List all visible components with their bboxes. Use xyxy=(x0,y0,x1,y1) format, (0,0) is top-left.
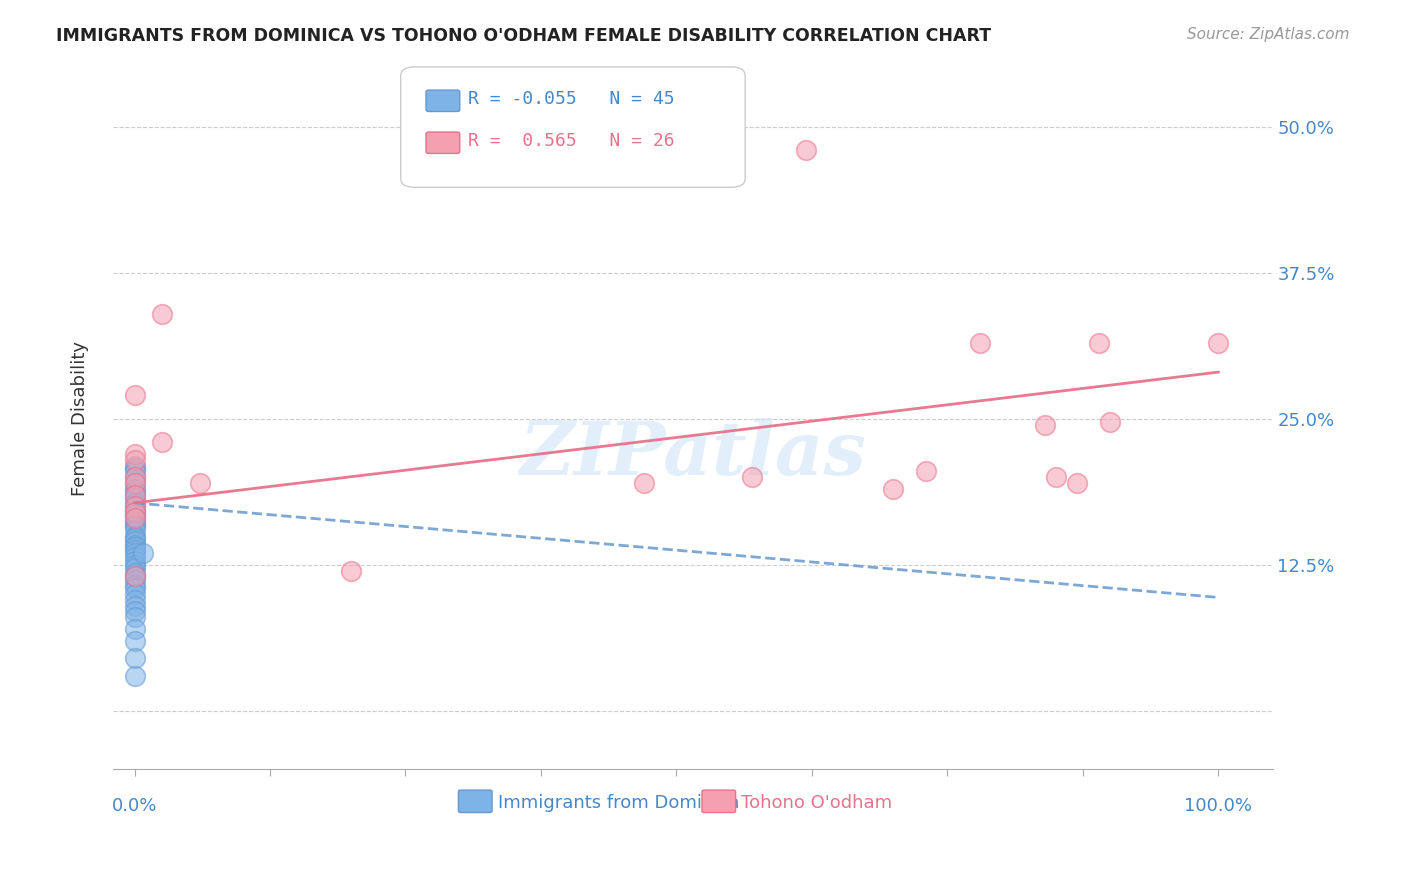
Y-axis label: Female Disability: Female Disability xyxy=(72,342,89,496)
Point xyxy=(124,534,146,549)
Point xyxy=(124,458,146,473)
Point xyxy=(124,500,146,514)
Point xyxy=(124,476,146,491)
Point xyxy=(124,447,146,461)
Point xyxy=(124,488,146,502)
Point xyxy=(1208,335,1230,350)
Point xyxy=(124,511,146,525)
Point xyxy=(124,554,146,568)
Point xyxy=(124,519,146,533)
Point xyxy=(124,500,146,514)
Point xyxy=(124,484,146,499)
Point xyxy=(124,540,146,554)
Text: R =  0.565   N = 26: R = 0.565 N = 26 xyxy=(468,132,675,150)
Text: Tohono O'odham: Tohono O'odham xyxy=(741,794,893,812)
Point xyxy=(124,523,146,537)
Point xyxy=(882,482,904,496)
Point xyxy=(124,573,146,587)
Text: Source: ZipAtlas.com: Source: ZipAtlas.com xyxy=(1187,27,1350,42)
Point xyxy=(188,476,211,491)
Point xyxy=(124,511,146,525)
Text: R = -0.055   N = 45: R = -0.055 N = 45 xyxy=(468,90,675,108)
Point xyxy=(1098,415,1121,429)
Point xyxy=(124,452,146,467)
Point xyxy=(124,505,146,519)
Text: IMMIGRANTS FROM DOMINICA VS TOHONO O'ODHAM FEMALE DISABILITY CORRELATION CHART: IMMIGRANTS FROM DOMINICA VS TOHONO O'ODH… xyxy=(56,27,991,45)
Point xyxy=(124,569,146,583)
Point xyxy=(124,496,146,510)
Point xyxy=(124,668,146,682)
Point xyxy=(124,610,146,624)
Point xyxy=(340,564,363,578)
Point xyxy=(124,633,146,648)
Point xyxy=(124,464,146,478)
Point xyxy=(124,549,146,564)
Point xyxy=(124,542,146,557)
Point xyxy=(124,388,146,402)
Point xyxy=(124,558,146,572)
Point xyxy=(124,482,146,496)
Text: ZIPatlas: ZIPatlas xyxy=(519,417,866,490)
Point xyxy=(1033,417,1056,432)
Point xyxy=(124,460,146,475)
FancyBboxPatch shape xyxy=(702,790,735,813)
Point xyxy=(124,476,146,491)
Point xyxy=(741,470,763,484)
Point xyxy=(1088,335,1111,350)
Point xyxy=(124,599,146,613)
Text: Immigrants from Dominica: Immigrants from Dominica xyxy=(498,794,740,812)
Point xyxy=(124,569,146,583)
Text: 100.0%: 100.0% xyxy=(1184,797,1253,815)
Point xyxy=(124,528,146,542)
Point xyxy=(124,566,146,580)
Point xyxy=(124,503,146,517)
Point xyxy=(633,476,655,491)
FancyBboxPatch shape xyxy=(458,790,492,813)
Point xyxy=(969,335,991,350)
Point xyxy=(124,577,146,591)
Point xyxy=(124,587,146,601)
Point xyxy=(1066,476,1088,491)
Point xyxy=(124,538,146,552)
Point xyxy=(124,604,146,618)
Point xyxy=(150,307,173,321)
Point xyxy=(124,561,146,575)
Point xyxy=(124,622,146,636)
Point xyxy=(1045,470,1067,484)
Point xyxy=(124,516,146,531)
Point xyxy=(124,470,146,484)
Text: 0.0%: 0.0% xyxy=(112,797,157,815)
Point xyxy=(150,435,173,450)
Point xyxy=(124,651,146,665)
Point xyxy=(124,505,146,519)
Point xyxy=(914,464,936,478)
Point xyxy=(124,488,146,502)
Point xyxy=(132,546,155,560)
Point xyxy=(124,581,146,595)
Point xyxy=(124,470,146,484)
Point xyxy=(124,531,146,545)
Point xyxy=(124,508,146,522)
Point xyxy=(124,515,146,529)
Point xyxy=(124,592,146,607)
Point xyxy=(124,491,146,506)
Point xyxy=(796,143,818,157)
Point xyxy=(124,546,146,560)
